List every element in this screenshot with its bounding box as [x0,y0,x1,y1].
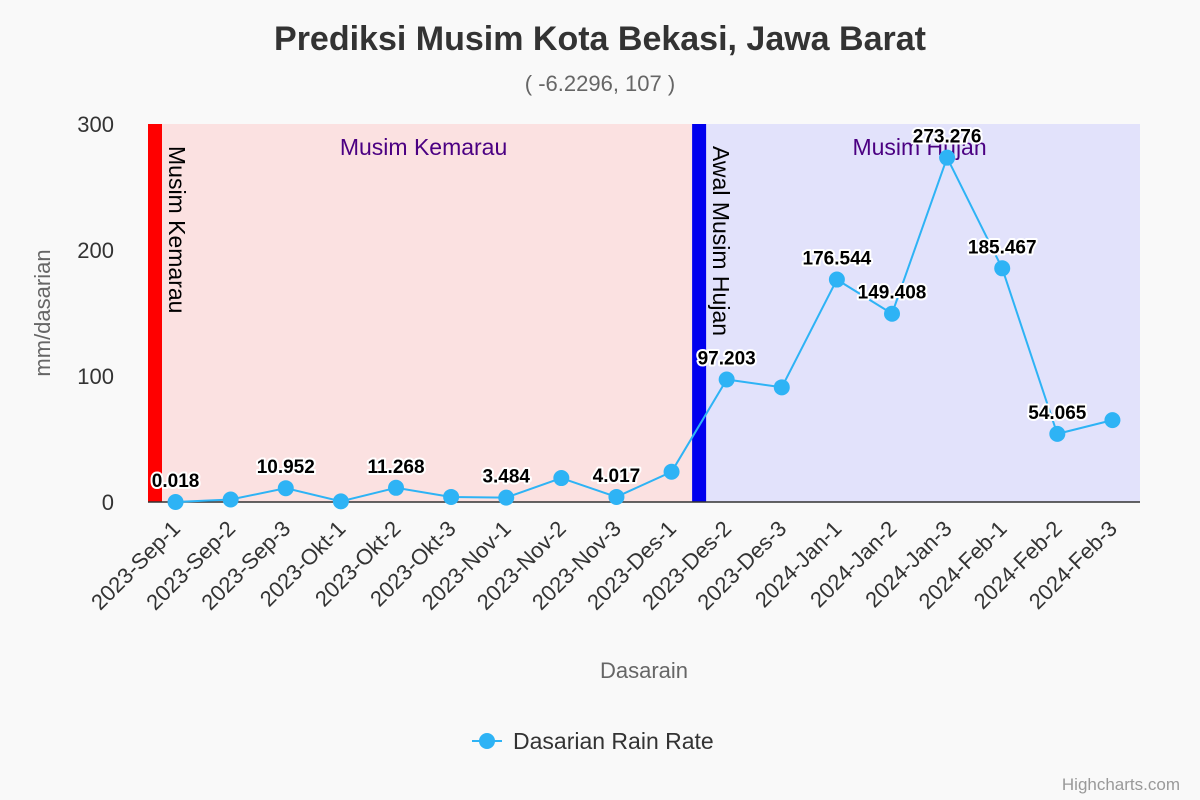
data-label: 10.952 [257,457,315,478]
chart-subtitle: ( -6.2296, 107 ) [525,71,675,96]
legend-item-rain-rate[interactable]: Dasarian Rain Rate [472,728,714,754]
data-point[interactable] [332,493,349,510]
data-label: 273.276 [913,127,982,148]
data-label: 185.467 [968,237,1037,258]
data-point[interactable] [222,491,239,508]
y-tick-label: 200 [77,238,114,263]
data-label: 97.203 [698,349,756,370]
y-tick-label: 0 [102,490,114,515]
data-point[interactable] [498,489,515,506]
data-label: 54.065 [1028,403,1087,424]
data-point[interactable] [443,488,460,505]
y-axis-title: mm/dasarian [30,249,55,376]
plot-band-0 [148,124,700,502]
data-label: 149.408 [858,283,927,304]
series-layer [167,149,1121,510]
plot-lines: Musim Kemarau Awal Musim Hujan [148,124,734,502]
data-label: 0.018 [152,471,200,492]
credits-link[interactable]: Highcharts.com [1062,775,1180,794]
plot-band-label: Musim Kemarau [340,134,507,160]
legend-label: Dasarian Rain Rate [513,728,714,754]
y-axis-ticks: 0 100 200 300 [77,112,114,515]
plot-line-0 [148,124,162,502]
data-point[interactable] [608,488,625,505]
legend-marker-icon [479,733,495,749]
data-label: 176.544 [803,249,872,270]
data-point[interactable] [553,470,570,487]
series-line [175,155,1113,503]
plot-bands: Musim Kemarau Musim Hujan [148,124,1140,502]
data-point[interactable] [718,371,735,388]
data-point[interactable] [167,493,184,510]
data-label: 11.268 [367,457,424,478]
data-point[interactable] [828,271,845,288]
data-point[interactable] [939,149,956,166]
data-point[interactable] [663,463,680,480]
x-axis-title: Dasarain [600,658,688,683]
y-tick-label: 300 [77,112,114,137]
y-tick-label: 100 [77,364,114,389]
data-label: 4.017 [593,466,641,487]
plot-band-1 [699,124,1140,502]
plot-band-label: Musim Hujan [852,134,986,160]
data-point[interactable] [277,480,294,497]
plot-line-label: Awal Musim Hujan [708,146,734,336]
data-label: 3.484 [482,467,530,488]
data-point[interactable] [884,305,900,322]
data-point[interactable] [388,479,404,496]
data-point[interactable] [1049,425,1066,442]
plot-line-1 [692,124,707,502]
data-point[interactable] [1104,412,1121,429]
chart-title: Prediksi Musim Kota Bekasi, Jawa Barat [274,20,926,58]
data-point[interactable] [994,260,1011,277]
data-labels: 0.018 10.952 11.268 3.484 4.017 97.203 176.544… [150,125,1089,494]
plot-line-label: Musim Kemarau [164,146,190,313]
data-point[interactable] [773,379,790,396]
